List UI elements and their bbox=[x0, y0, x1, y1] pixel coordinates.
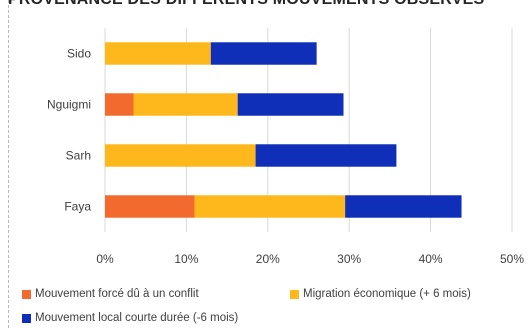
x-tick-label: 40% bbox=[419, 252, 443, 266]
category-label: Sido bbox=[67, 47, 91, 61]
bar-segment bbox=[345, 195, 462, 218]
legend-item-economic: Migration économique (+ 6 mois) bbox=[290, 288, 471, 300]
bar-segment bbox=[194, 195, 346, 218]
frame-border bbox=[8, 0, 9, 328]
chart-title: PROVENANCE DES DIFFÉRENTS MOUVEMENTS OBS… bbox=[8, 0, 531, 9]
category-label: Faya bbox=[64, 200, 91, 214]
bar-segment bbox=[105, 93, 134, 116]
bar-segment bbox=[210, 42, 317, 65]
chart-plot: Sido Nguigmi Sarh Faya 0% 10% 20% 30% 40% 50% bbox=[47, 28, 524, 266]
x-tick-label: 20% bbox=[256, 252, 280, 266]
bar-segment bbox=[133, 93, 238, 116]
legend-swatch-economic bbox=[290, 289, 299, 299]
legend-label-local: Mouvement local courte durée (-6 mois) bbox=[35, 312, 239, 324]
x-tick-label: 30% bbox=[337, 252, 361, 266]
bar-segment bbox=[237, 93, 344, 116]
legend-item-conflict: Mouvement forcé dû à un conflit bbox=[22, 288, 199, 300]
x-tick-label: 0% bbox=[96, 252, 114, 266]
bar-segment bbox=[105, 42, 211, 65]
x-tick-label: 10% bbox=[174, 252, 198, 266]
bar-segment bbox=[105, 144, 256, 167]
bar-segment bbox=[105, 195, 195, 218]
legend-label-conflict: Mouvement forcé dû à un conflit bbox=[35, 288, 199, 300]
chart-legend: Mouvement forcé dû à un conflit Migratio… bbox=[12, 280, 527, 328]
legend-swatch-local bbox=[22, 313, 31, 323]
legend-item-local: Mouvement local courte durée (-6 mois) bbox=[22, 312, 238, 324]
category-label: Sarh bbox=[66, 149, 91, 163]
category-label: Nguigmi bbox=[47, 98, 91, 112]
bar-segment bbox=[255, 144, 397, 167]
legend-label-economic: Migration économique (+ 6 mois) bbox=[303, 288, 471, 300]
x-tick-label: 50% bbox=[500, 252, 524, 266]
legend-swatch-conflict bbox=[22, 289, 31, 299]
